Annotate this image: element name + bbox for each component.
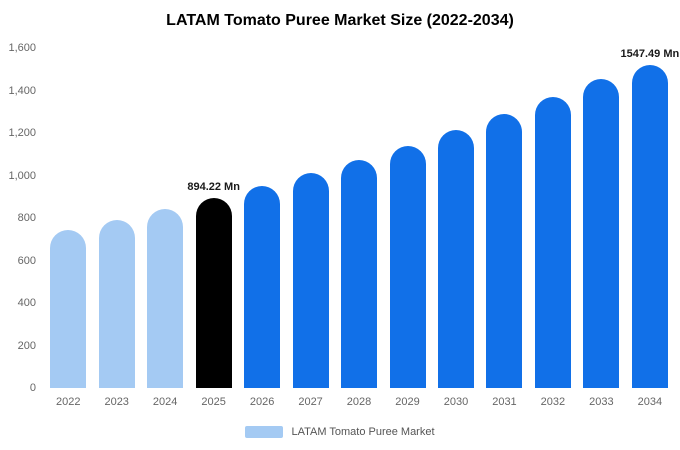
x-tick-2028: 2028: [346, 396, 372, 408]
bar-slot-2025: 894.22 Mn: [187, 48, 240, 388]
y-tick-label-200: 200: [17, 339, 36, 352]
bar-2022: [50, 229, 87, 388]
legend-label[interactable]: LATAM Tomato Puree Market: [291, 426, 435, 438]
y-tick-label-800: 800: [17, 212, 36, 224]
bar-2034: [631, 65, 668, 388]
bar-2031: [486, 114, 523, 388]
chart-title: LATAM Tomato Puree Market Size (2022-203…: [166, 12, 514, 29]
bar-slot-2026: [238, 48, 286, 388]
x-tick-2025: 2025: [201, 396, 226, 408]
bar-2028: [341, 160, 378, 388]
y-tick-label-1,400: 1,400: [8, 84, 36, 97]
y-tick-label-1,000: 1,000: [8, 169, 36, 182]
bar-2026: [244, 186, 281, 388]
data-label-2034: 1547.49 Mn: [620, 48, 680, 60]
bar-slot-2023: [92, 48, 140, 388]
bar-slot-2032: [529, 48, 577, 388]
x-tick-2032: 2032: [540, 396, 566, 408]
y-axis: 0 200 400 600 800 1,000 1,200 1,400 1,600: [0, 42, 40, 394]
legend-swatch-icon[interactable]: [245, 426, 284, 438]
x-tick-2026: 2026: [249, 396, 275, 408]
bar-2029: [389, 145, 426, 388]
bars: 894.22 Mn 1547.49 Mn: [44, 48, 679, 388]
y-tick-label-400: 400: [17, 297, 36, 309]
x-axis: 2022 2023 2024 2025 2026 2027 2028 2029 2030 2031…: [44, 396, 674, 408]
y-tick-label-0: 0: [29, 382, 36, 394]
y-tick-label-1,600: 1,600: [8, 42, 36, 54]
x-tick-2027: 2027: [298, 396, 323, 408]
x-tick-2031: 2031: [492, 396, 517, 408]
bar-slot-2024: [141, 48, 189, 388]
bar-2024: [147, 209, 184, 388]
plot-area: 894.22 Mn 1547.49 Mn: [44, 48, 679, 388]
x-tick-2024: 2024: [152, 396, 178, 408]
bar-2027: [292, 173, 329, 388]
data-label-2025: 894.22 Mn: [187, 180, 240, 193]
bar-slot-2030: [432, 48, 480, 388]
bar-slot-2022: [44, 48, 92, 388]
bar-slot-2033: [577, 48, 625, 388]
bar-slot-2027: [286, 48, 334, 388]
x-tick-2030: 2030: [443, 396, 469, 408]
x-tick-2034: 2034: [637, 396, 663, 408]
bar-2023: [98, 219, 135, 388]
bar-2032: [534, 97, 571, 388]
y-tick-label-1,200: 1,200: [8, 127, 36, 139]
x-tick-2023: 2023: [104, 396, 129, 408]
x-tick-2033: 2033: [589, 396, 614, 408]
bar-slot-2031: [480, 48, 528, 388]
x-tick-2029: 2029: [395, 396, 420, 408]
legend: LATAM Tomato Puree Market: [0, 426, 680, 438]
bar-slot-2034: 1547.49 Mn: [621, 48, 679, 388]
bar-2025: [195, 197, 232, 388]
bar-slot-2029: [383, 48, 431, 388]
x-tick-2022: 2022: [55, 396, 81, 408]
y-tick-label-600: 600: [17, 254, 36, 267]
bar-2030: [437, 130, 474, 388]
bar-2033: [583, 78, 620, 388]
bar-slot-2028: [335, 48, 383, 388]
